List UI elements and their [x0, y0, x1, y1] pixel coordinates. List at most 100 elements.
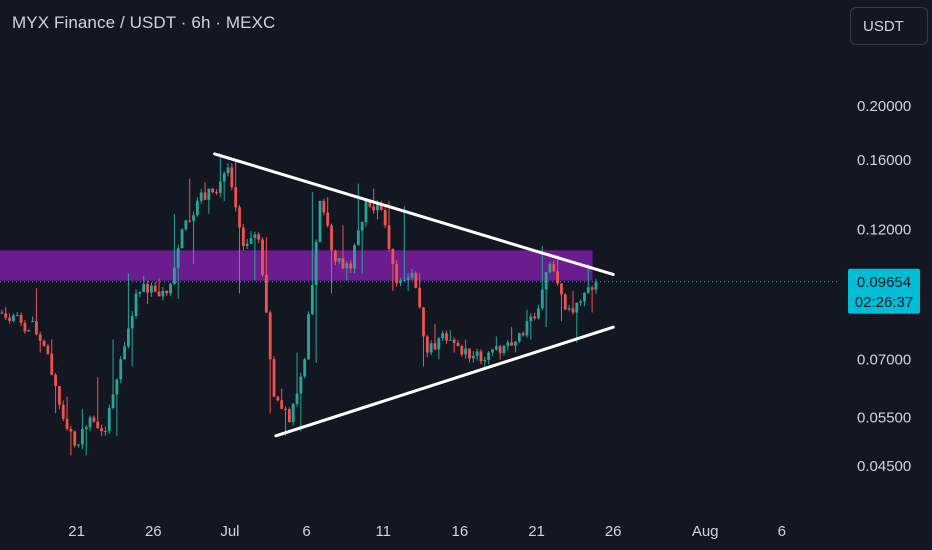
last-price-value: 0.09654 [857, 274, 911, 291]
candle-body [460, 345, 464, 355]
candle-body [471, 355, 475, 359]
candle-body [23, 322, 27, 332]
candles [0, 153, 598, 456]
time-tick-label: 11 [375, 523, 391, 540]
lower-trendline [274, 325, 615, 438]
candle-body [395, 263, 399, 284]
candle-body [157, 291, 161, 297]
candle-body [410, 273, 414, 278]
candle-body [153, 285, 157, 292]
candle-body [188, 220, 192, 222]
candle-body [96, 421, 100, 429]
candle-body [487, 352, 491, 360]
candle-body [180, 229, 184, 249]
candle-body [195, 200, 199, 216]
candle-body [176, 248, 180, 268]
candle-body [491, 349, 494, 353]
candle-body [165, 290, 169, 294]
candle-body [379, 203, 383, 210]
candle-body [245, 243, 249, 246]
currency-button[interactable]: USDT [850, 7, 928, 45]
candle-body [226, 167, 230, 174]
candle-body [330, 225, 333, 251]
candle-body [27, 330, 31, 332]
candle-body [563, 294, 567, 310]
candle-body [445, 333, 448, 341]
candle-body [58, 386, 61, 405]
candle-body [387, 225, 391, 249]
price-axis[interactable]: 0.20000 0.16000 0.12000 0.07000 0.05500 0.045… [857, 98, 911, 475]
candle-body [172, 267, 176, 284]
candle-body [314, 241, 318, 286]
price-tick-label: 0.16000 [857, 152, 911, 169]
candle-body [521, 333, 525, 336]
candle-countdown: 02:26:37 [855, 294, 913, 311]
candle-body [341, 258, 345, 269]
candle-body [77, 444, 80, 446]
last-price-badge [848, 268, 920, 314]
resistance-zone [0, 250, 593, 281]
candle-body [326, 212, 330, 226]
candle-body [483, 359, 487, 362]
candle-body [429, 343, 433, 353]
candle-body [353, 245, 356, 269]
zone-layer [0, 250, 593, 281]
candle-body [65, 418, 69, 429]
candle-body [4, 313, 8, 318]
candle-body [322, 200, 326, 213]
price-tick-label: 0.04500 [857, 458, 911, 475]
candle-body [345, 263, 349, 269]
price-tick-label: 0.07000 [857, 351, 911, 368]
candle-body [433, 343, 437, 350]
candle-body [318, 200, 322, 242]
candle-body [130, 315, 134, 329]
candle-body [448, 339, 452, 341]
candle-body [579, 301, 583, 303]
candle-body [119, 359, 123, 380]
candle-body [586, 287, 590, 293]
candle-body [138, 291, 142, 294]
time-tick-label: 6 [778, 523, 786, 540]
candle-body [418, 287, 422, 308]
candle-body [299, 376, 303, 394]
candle-body [42, 340, 46, 346]
candle-body [169, 283, 172, 294]
candle-body [575, 302, 579, 313]
candle-body [464, 348, 468, 355]
candle-body [35, 321, 38, 335]
candle-body [372, 206, 376, 211]
candle-body [333, 250, 337, 262]
candle-body [364, 200, 368, 222]
candle-body [594, 281, 598, 290]
candle-body [61, 404, 65, 419]
candle-body [12, 315, 15, 321]
candle-body [218, 181, 222, 193]
candle-body [92, 417, 96, 422]
chart-title: MYX Finance / USDT · 6h · MEXC [12, 13, 276, 32]
candle-body [441, 333, 445, 339]
candle-body [529, 316, 533, 322]
candle-body [238, 207, 241, 228]
candle-body [383, 209, 387, 226]
candle-body [360, 221, 364, 231]
time-tick-label: 26 [605, 523, 622, 540]
candle-body [391, 248, 395, 264]
candle-body [475, 351, 479, 356]
candle-body [525, 321, 529, 336]
candle-body [540, 289, 544, 309]
candle-body [100, 428, 103, 432]
candle-body [38, 334, 42, 341]
candle-body [287, 409, 291, 422]
candle-body [349, 263, 353, 269]
candle-body [571, 308, 575, 313]
candle-body [272, 359, 276, 397]
candle-body [207, 188, 211, 200]
candle-body [0, 312, 4, 314]
candle-body [556, 271, 560, 284]
time-axis[interactable]: 21 26 Jul 6 11 16 21 26 Aug 6 [68, 523, 786, 540]
candle-body [276, 396, 280, 401]
candle-body [31, 321, 34, 323]
candle-body [69, 428, 73, 432]
candle-body [192, 215, 195, 221]
